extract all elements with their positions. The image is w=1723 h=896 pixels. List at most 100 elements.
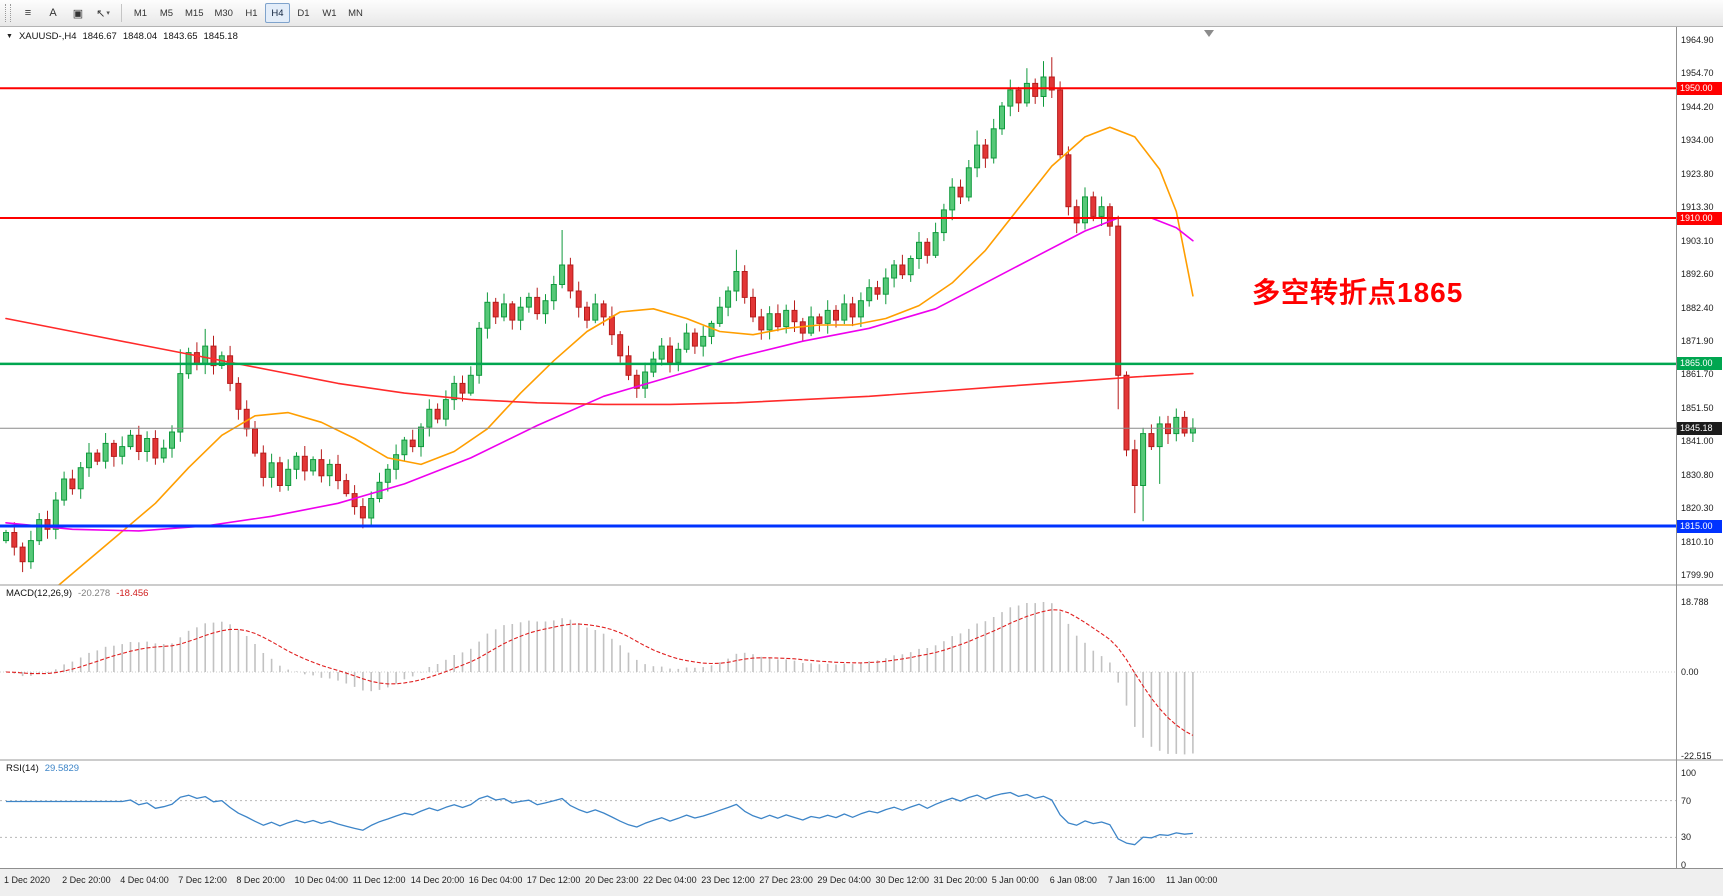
timeframe-button-m30[interactable]: M30	[209, 3, 237, 23]
macd-histogram-bar	[586, 627, 588, 672]
macd-histogram-bar	[818, 664, 821, 672]
price-axis-label: 1923.80	[1681, 168, 1714, 179]
macd-histogram-bar	[436, 664, 439, 672]
time-axis-band	[0, 868, 1723, 896]
macd-histogram-bar	[959, 633, 962, 672]
macd-histogram-bar	[1167, 672, 1169, 754]
macd-histogram-bar	[21, 672, 24, 677]
price-axis-label: 1871.90	[1681, 335, 1714, 346]
candle-body	[476, 327, 483, 376]
macd-histogram-bar	[660, 666, 663, 672]
chart-area[interactable]: ▼ XAUUSD-,H4 1846.67 1848.04 1843.65 184…	[0, 27, 1723, 896]
axis-overlays: 1964.90 1954.70 1944.20 1934.00 1923.80 1913.…	[0, 27, 1723, 896]
candle-body	[1181, 416, 1188, 434]
toolbar-grip[interactable]	[5, 4, 11, 22]
candle-body	[152, 438, 159, 459]
candle-body	[534, 296, 541, 315]
text-tool-button[interactable]: A	[41, 3, 65, 24]
time-axis-label: 2 Dec 20:00	[62, 875, 111, 885]
timeframe-button-m15[interactable]: M15	[180, 3, 208, 23]
macd-histogram-bar	[1042, 602, 1045, 672]
macd-histogram-bar	[146, 641, 148, 672]
candle-body	[741, 271, 748, 298]
candle-body	[924, 241, 931, 256]
macd-histogram-bar	[187, 630, 190, 672]
candle-body	[650, 358, 657, 373]
candle-body	[1165, 423, 1171, 435]
candle-body	[459, 382, 466, 394]
candle-body	[750, 296, 756, 318]
macd-histogram-bar	[229, 624, 231, 672]
macd-histogram-bar	[768, 657, 771, 672]
candle-body	[974, 144, 981, 169]
timeframe-button-d1[interactable]: D1	[291, 3, 316, 23]
macd-histogram-bar	[619, 645, 621, 672]
macd-histogram-bar	[893, 655, 895, 672]
candle-body	[343, 480, 350, 495]
macd-axis-label: 18.788	[1681, 597, 1709, 607]
rsi-axis-label: 70	[1681, 795, 1692, 806]
chart-menu-icon[interactable]: ▼	[6, 33, 13, 40]
time-axis-label: 16 Dec 04:00	[468, 875, 523, 885]
macd-histogram-bar	[793, 660, 796, 672]
macd-main-value: -20.278	[78, 588, 111, 599]
candle-body	[52, 499, 59, 530]
timeframe-button-mn[interactable]: MN	[343, 3, 368, 23]
candle-body	[335, 463, 341, 482]
timeframe-button-h4[interactable]: H4	[264, 3, 290, 23]
macd-histogram-bar	[428, 667, 431, 672]
candle-body	[169, 431, 175, 449]
macd-histogram-bar	[968, 628, 970, 672]
candle-body	[301, 455, 308, 472]
candle-body	[940, 209, 947, 234]
candle-body	[766, 313, 773, 331]
timeframe-button-m5[interactable]: M5	[154, 3, 179, 23]
arrow-tool-button[interactable]: ↖ ▾	[91, 3, 115, 24]
label-tool-button[interactable]: ▣	[66, 3, 90, 24]
candle-body	[791, 309, 798, 323]
candle-body	[1098, 206, 1105, 217]
macd-histogram-bar	[1026, 603, 1028, 672]
toolbar: ≡ A ▣ ↖ ▾ M1 M5 M15 M30 H1 H4 D1 W1 MN	[0, 0, 1723, 27]
candle-body	[86, 452, 92, 469]
candle-body	[1040, 76, 1047, 97]
macd-histogram-bar	[511, 624, 514, 672]
macd-histogram-bar	[984, 621, 987, 672]
fibonacci-tool-button[interactable]: ≡	[16, 3, 40, 24]
macd-histogram-bar	[885, 658, 887, 672]
candle-body	[1140, 433, 1147, 487]
macd-histogram-bar	[1034, 603, 1036, 672]
macd-histogram-bar	[868, 661, 870, 672]
price-axis-label: 1913.30	[1681, 202, 1714, 213]
candle-body	[293, 455, 300, 470]
ohlc-high: 1848.04	[122, 31, 158, 42]
price-axis-label: 1851.50	[1681, 402, 1714, 413]
candle-body	[1131, 449, 1138, 486]
time-axis-label: 23 Dec 12:00	[701, 875, 755, 885]
time-axis-label: 20 Dec 23:00	[585, 875, 639, 885]
candle-body	[874, 287, 881, 295]
macd-histogram-bar	[918, 648, 920, 672]
candle-body	[509, 303, 516, 321]
candle-body	[210, 345, 217, 367]
macd-histogram-bar	[79, 657, 82, 672]
candle-body	[567, 264, 574, 292]
annotation-text[interactable]: 多空转折点1865	[1252, 277, 1464, 308]
macd-histogram-bar	[320, 672, 323, 678]
macd-histogram-bar	[909, 652, 912, 672]
macd-histogram-bar	[1134, 672, 1136, 727]
timeframe-button-h1[interactable]: H1	[239, 3, 264, 23]
time-axis-label: 7 Dec 12:00	[178, 875, 227, 885]
candle-body	[907, 258, 914, 276]
level-price-tag: 1950.00	[1677, 81, 1722, 95]
candle-body	[700, 335, 707, 347]
timeframe-button-w1[interactable]: W1	[317, 3, 342, 23]
timeframe-button-m1[interactable]: M1	[128, 3, 153, 23]
candle-body	[517, 306, 524, 321]
candle-body	[525, 296, 532, 308]
candle-body	[484, 301, 491, 329]
rsi-value: 29.5829	[44, 763, 80, 774]
candle-body	[227, 355, 234, 384]
macd-name: MACD(12,26,9)	[6, 588, 72, 599]
candle-body	[550, 284, 557, 302]
